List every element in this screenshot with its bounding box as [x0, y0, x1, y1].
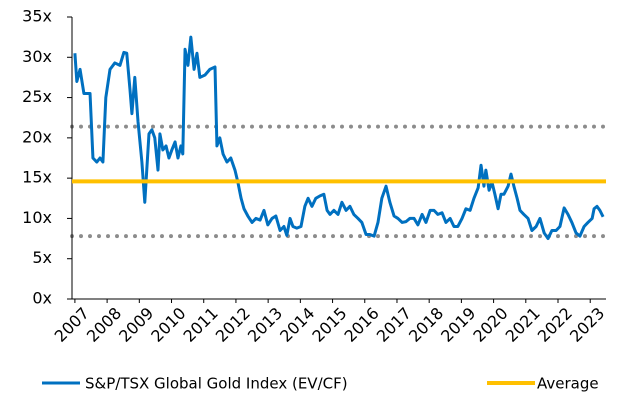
x-tick-label: 2015: [308, 304, 350, 346]
x-tick-label: 2022: [534, 304, 576, 346]
x-tick-label: 2011: [180, 304, 222, 346]
y-tick-label: 15x: [22, 168, 52, 187]
y-tick-label: 20x: [22, 127, 52, 146]
x-tick-label: 2020: [469, 304, 511, 346]
x-tick-label: 2012: [212, 304, 254, 346]
y-tick-label: 0x: [32, 289, 52, 308]
x-tick-label: 2009: [115, 304, 157, 346]
x-tick-label: 2013: [244, 304, 286, 346]
y-tick-label: 10x: [22, 208, 52, 227]
data-line: [73, 35, 605, 241]
y-tick-label: 5x: [32, 248, 52, 267]
y-tick-label: 30x: [22, 47, 52, 66]
x-tick-label: 2008: [83, 304, 125, 346]
x-tick-label: 2018: [405, 304, 447, 346]
legend-label: Average: [537, 375, 599, 393]
x-tick-label: 2017: [373, 304, 415, 346]
y-tick-label: 25x: [22, 87, 52, 106]
x-tick-label: 2023: [566, 304, 608, 346]
x-tick-label: 2016: [341, 304, 383, 346]
y-tick-label: 35x: [22, 7, 52, 26]
legend-label: S&P/TSX Global Gold Index (EV/CF): [85, 375, 348, 393]
x-tick-label: 2010: [147, 304, 189, 346]
x-tick-label: 2007: [51, 304, 93, 346]
x-tick-label: 2014: [276, 304, 318, 346]
x-tick-label: 2019: [437, 304, 479, 346]
x-tick-label: 2021: [502, 304, 544, 346]
